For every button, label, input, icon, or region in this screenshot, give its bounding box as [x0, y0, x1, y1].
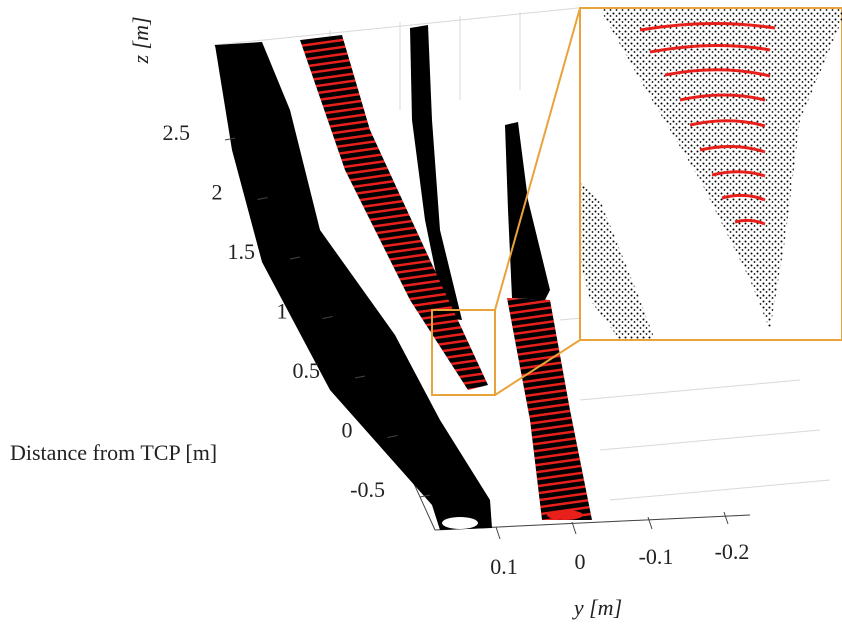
y-tick — [647, 516, 653, 530]
z-tick-label: 1.5 — [228, 239, 256, 264]
z-tick — [354, 375, 366, 379]
z-tick — [419, 494, 431, 498]
z-tick-label: 0.5 — [293, 358, 321, 383]
y-tick-label: 0.1 — [490, 554, 518, 579]
y-axis-label: y [m] — [572, 595, 622, 620]
y-tick-label: -0.1 — [639, 544, 674, 569]
z-tick — [224, 137, 236, 141]
z-tick — [322, 316, 333, 319]
y-tick-label: -0.2 — [715, 539, 750, 564]
z-tick — [257, 197, 268, 200]
z-tick-label: 0 — [342, 418, 353, 443]
z-tick-label: -0.5 — [350, 477, 385, 502]
distance-axis-label: Distance from TCP [m] — [10, 440, 217, 465]
y-tick — [495, 526, 501, 540]
z-tick-label: 1 — [277, 299, 288, 324]
zoom-inset — [431, 7, 842, 396]
y-tick-label: 0 — [575, 549, 586, 574]
y-tick — [723, 511, 729, 525]
z-tick-label: 2.5 — [163, 120, 191, 145]
z-tick — [289, 256, 301, 260]
point-cloud — [215, 25, 592, 530]
z-tick — [387, 435, 398, 438]
z-tick-label: 2 — [212, 180, 223, 205]
z-axis-label: z [m] — [128, 16, 153, 64]
y-tick — [571, 521, 577, 535]
